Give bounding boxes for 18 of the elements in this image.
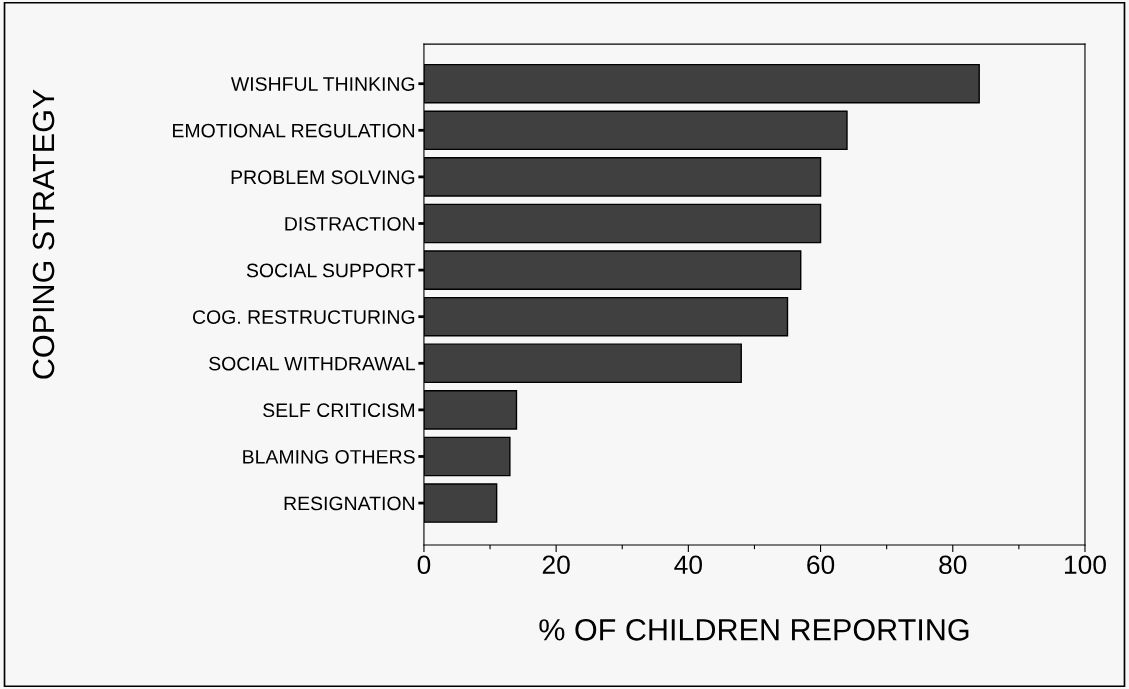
y-tick-label: COG. RESTRUCTURING	[192, 310, 415, 324]
y-tick-label: RESIGNATION	[284, 496, 415, 511]
y-tick-label: SELF CRITICISM	[263, 403, 415, 418]
x-tick-label: 100	[1064, 555, 1106, 575]
x-tick-label: 60	[807, 555, 835, 575]
y-axis-title: COPING STRATEGY	[32, 89, 55, 379]
y-tick-label: WISHFUL THINKING	[230, 77, 415, 91]
y-tick-label: SOCIAL SUPPORT	[246, 263, 416, 278]
x-axis-title: % OF CHILDREN REPORTING	[539, 619, 969, 641]
x-tick-label: 0	[417, 555, 431, 575]
x-tick-label: 20	[542, 555, 570, 575]
y-tick-label: EMOTIONAL REGULATION	[173, 123, 415, 138]
y-tick-label: DISTRACTION	[285, 216, 415, 231]
x-tick-label: 80	[939, 555, 967, 575]
y-tick-label: BLAMING OTHERS	[243, 449, 415, 464]
x-tick-label: 40	[674, 555, 702, 575]
y-tick-label: SOCIAL WITHDRAWAL	[209, 356, 415, 371]
y-tick-label: PROBLEM SOLVING	[231, 170, 415, 185]
